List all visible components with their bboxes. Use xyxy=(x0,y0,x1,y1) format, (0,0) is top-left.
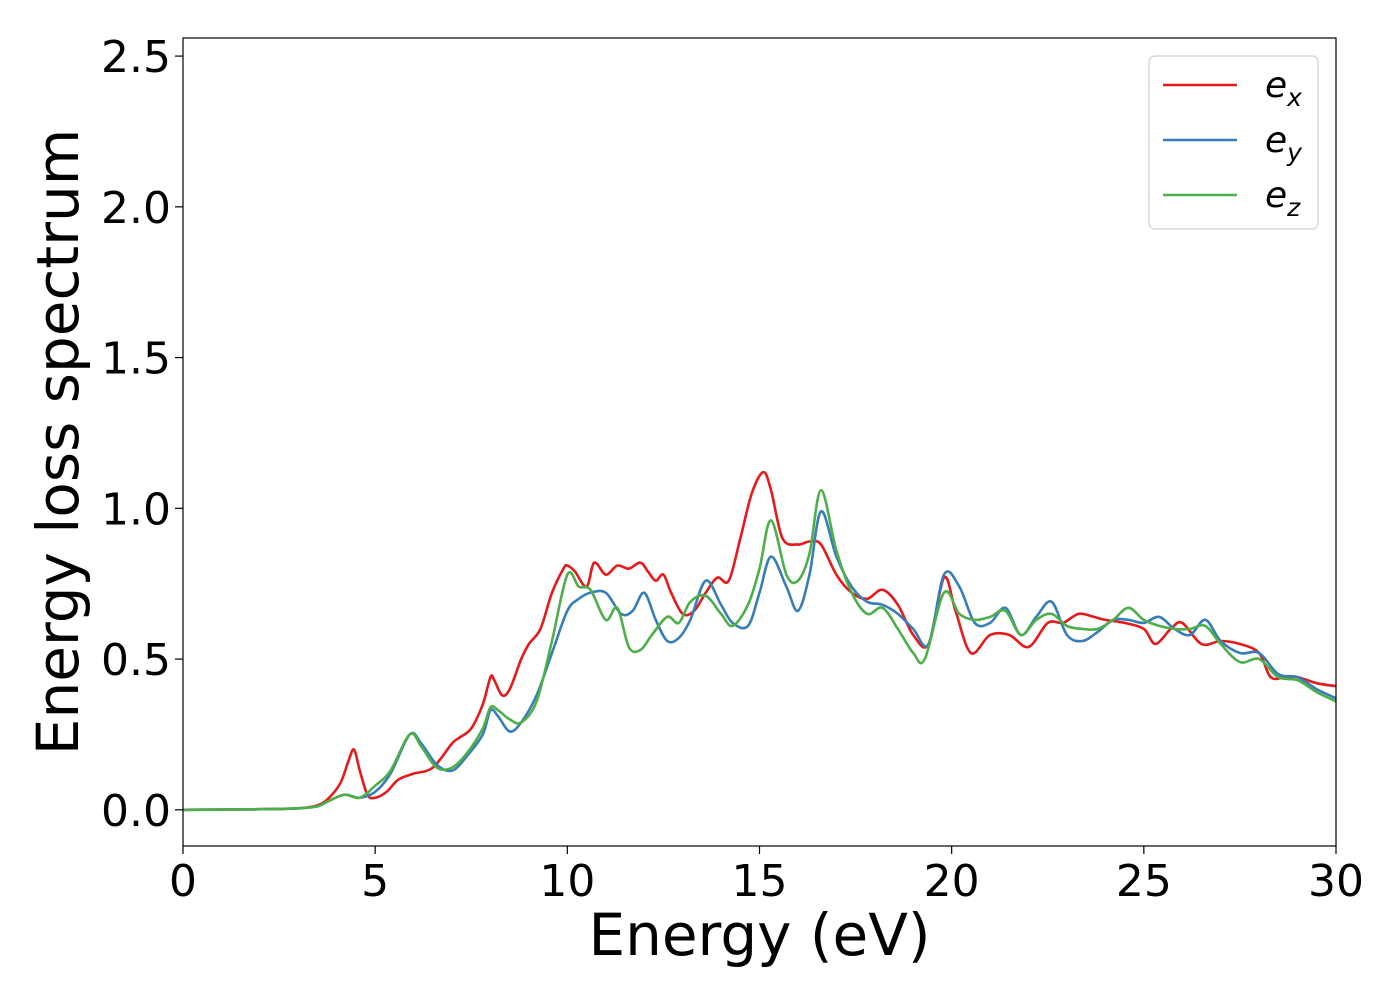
series-line-e-x xyxy=(182,470,1337,812)
legend-label-subscript: z xyxy=(1286,193,1301,222)
y-axis-title: Energy loss spectrum xyxy=(24,129,92,755)
series-line-e-y xyxy=(182,510,1337,812)
y-tick-label: 1.5 xyxy=(101,334,171,385)
x-tick-label: 0 xyxy=(169,856,197,907)
legend-label-base: e xyxy=(1265,175,1287,216)
x-tick-label: 10 xyxy=(539,856,595,907)
legend-label-subscript: x xyxy=(1286,83,1302,112)
x-tick-label: 5 xyxy=(361,856,389,907)
x-tick-label: 30 xyxy=(1308,856,1364,907)
x-tick-label: 25 xyxy=(1116,856,1172,907)
x-axis: 0 5 10 15 20 25 30 xyxy=(169,846,1364,907)
y-axis: 0.0 0.5 1.0 1.5 2.0 2.5 xyxy=(101,32,183,837)
y-tick-label: 0.5 xyxy=(101,635,171,686)
y-tick-label: 1.0 xyxy=(101,484,171,535)
legend-label: ex xyxy=(1265,65,1302,112)
y-tick-label: 2.0 xyxy=(101,183,171,234)
legend-label: ey xyxy=(1265,120,1303,167)
y-tick-label: 0.0 xyxy=(101,786,171,837)
y-tick-label: 2.5 xyxy=(101,32,171,83)
legend-box xyxy=(1148,55,1319,230)
legend-label: ez xyxy=(1265,175,1301,222)
series-line-e-z xyxy=(182,488,1337,812)
x-tick-label: 20 xyxy=(924,856,980,907)
x-tick-label: 15 xyxy=(732,856,788,907)
legend-label-base: e xyxy=(1265,65,1287,106)
legend-label-base: e xyxy=(1265,120,1287,161)
legend-label-subscript: y xyxy=(1286,138,1303,167)
plot-area xyxy=(182,470,1337,812)
x-axis-title: Energy (eV) xyxy=(588,901,930,969)
